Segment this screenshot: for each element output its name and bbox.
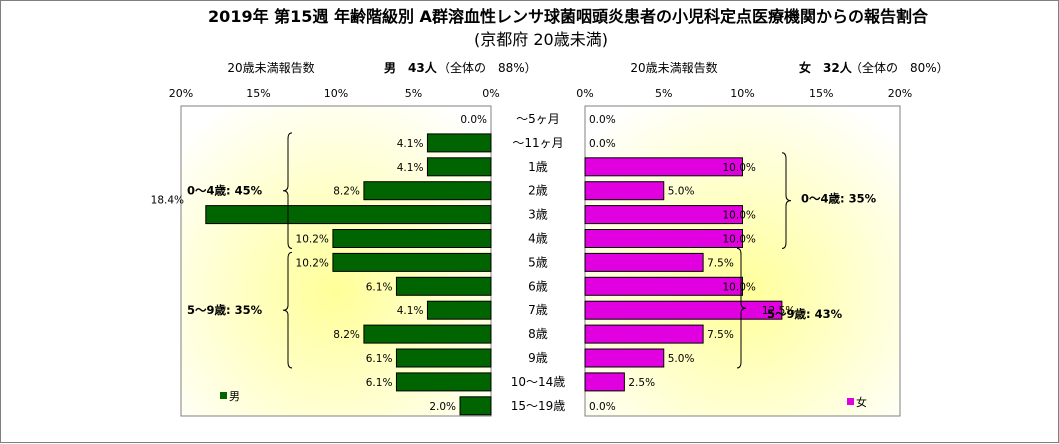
- female-axis-tick: 0%: [576, 87, 593, 100]
- male-data-label: 4.1%: [397, 138, 424, 150]
- male-bar: [363, 181, 492, 201]
- male-axis-tick: 10%: [324, 87, 348, 100]
- male-group-label: 0～4歳: 45%: [187, 184, 263, 198]
- age-category-label: ～11ヶ月: [512, 136, 563, 150]
- female-data-label: 7.5%: [707, 329, 734, 341]
- male-data-label: 2.0%: [429, 401, 456, 413]
- female-data-label: 10.0%: [723, 210, 756, 222]
- male-bar: [459, 396, 492, 416]
- male-bar: [395, 348, 492, 368]
- male-data-label: 6.1%: [366, 377, 393, 389]
- male-bar: [332, 229, 492, 248]
- female-data-label: 10.0%: [723, 234, 756, 246]
- age-category-label: 7歳: [528, 303, 548, 317]
- male-axis-tick: 15%: [246, 87, 270, 100]
- female-bar: [584, 229, 743, 248]
- age-category-label: 1歳: [528, 160, 548, 174]
- male-axis-tick: 20%: [169, 87, 193, 100]
- female-data-label: 0.0%: [589, 138, 616, 150]
- male-bar: [395, 276, 492, 296]
- female-axis-tick: 20%: [888, 87, 912, 100]
- female-data-label: 12.5%: [762, 305, 795, 317]
- male-header-summary: 男 43人: [384, 60, 438, 75]
- age-category-label: ～5ヶ月: [516, 112, 560, 126]
- chart-title: 2019年 第15週 年齢階級別 A群溶血性レンサ球菌咽頭炎患者の小児科定点医療…: [208, 7, 929, 26]
- female-header-summary: 女 32人: [799, 60, 853, 75]
- male-data-label: 18.4%: [151, 195, 184, 207]
- male-header-ratio: （全体の 88%）: [438, 60, 537, 75]
- age-category-label: 15～19歳: [511, 399, 566, 413]
- female-data-label: 2.5%: [628, 377, 655, 389]
- female-data-label: 7.5%: [707, 257, 734, 269]
- female-data-label: 10.0%: [723, 281, 756, 293]
- chart-marks: 20% 15% 10% 5% 0% 0% 5% 10% 15% 20% ～5ヶ月 ～11ヶ月 1歳 2歳 3…: [151, 87, 912, 416]
- group-brace: [736, 247, 747, 369]
- male-data-label: 4.1%: [397, 305, 424, 317]
- age-category-label: 10～14歳: [511, 375, 566, 389]
- female-bar: [584, 348, 665, 368]
- male-data-label: 10.2%: [296, 234, 329, 246]
- male-bar: [332, 252, 492, 272]
- female-bar: [584, 372, 625, 392]
- female-data-label: 0.0%: [589, 114, 616, 126]
- legend-female-swatch: [847, 398, 854, 405]
- age-category-label: 8歳: [528, 327, 548, 341]
- male-bar: [205, 205, 492, 225]
- female-bar: [584, 252, 704, 272]
- chart-subtitle: (京都府 20歳未満): [474, 30, 608, 49]
- male-bar: [426, 300, 492, 320]
- age-category-label: 6歳: [528, 279, 548, 293]
- female-bar: [584, 205, 743, 225]
- female-bar: [584, 324, 704, 344]
- female-axis-tick: 5%: [655, 87, 672, 100]
- age-category-label: 2歳: [528, 184, 548, 198]
- female-group-label: 0～4歳: 35%: [801, 192, 877, 206]
- male-header-label: 20歳未満報告数: [227, 60, 314, 75]
- female-bar: [584, 300, 783, 320]
- age-category-label: 4歳: [528, 232, 548, 246]
- female-data-label: 5.0%: [668, 186, 695, 198]
- age-category-label: 5歳: [528, 255, 548, 269]
- group-brace: [282, 251, 293, 369]
- male-data-label: 6.1%: [366, 281, 393, 293]
- male-group-label: 5～9歳: 35%: [187, 303, 263, 317]
- male-axis-tick: 0%: [482, 87, 499, 100]
- female-bar: [584, 181, 665, 201]
- male-bar: [395, 372, 492, 392]
- male-data-label: 0.0%: [460, 114, 487, 126]
- female-data-label: 10.0%: [723, 162, 756, 174]
- age-category-label: 3歳: [528, 208, 548, 222]
- male-axis-tick: 5%: [405, 87, 422, 100]
- male-bar: [426, 133, 492, 153]
- male-bar: [426, 157, 492, 177]
- legend-male-label: 男: [229, 390, 240, 403]
- male-data-label: 4.1%: [397, 162, 424, 174]
- group-brace: [282, 132, 293, 249]
- female-group-label: 5～9歳: 43%: [767, 307, 843, 321]
- female-bar: [584, 157, 743, 177]
- legend-male-swatch: [220, 392, 227, 399]
- male-data-label: 8.2%: [333, 186, 360, 198]
- female-bar: [584, 276, 743, 296]
- male-data-label: 6.1%: [366, 353, 393, 365]
- group-brace: [781, 152, 792, 249]
- female-header-ratio: （全体の 80%）: [850, 60, 949, 75]
- female-data-label: 0.0%: [589, 401, 616, 413]
- female-axis-tick: 10%: [730, 87, 754, 100]
- legend-female-label: 女: [856, 395, 867, 409]
- male-bar: [363, 324, 492, 344]
- male-data-label: 8.2%: [333, 329, 360, 341]
- age-category-label: 9歳: [528, 351, 548, 365]
- female-axis-tick: 15%: [809, 87, 833, 100]
- male-data-label: 10.2%: [296, 257, 329, 269]
- female-data-label: 5.0%: [668, 353, 695, 365]
- female-header-label: 20歳未満報告数: [630, 60, 717, 75]
